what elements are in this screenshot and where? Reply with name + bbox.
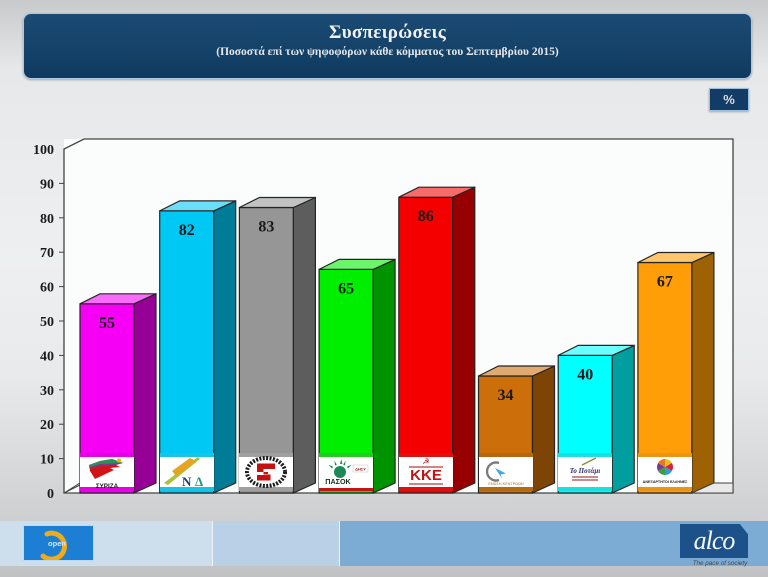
svg-text:20: 20 — [40, 418, 54, 433]
svg-text:65: 65 — [338, 280, 354, 297]
svg-text:90: 90 — [40, 177, 54, 192]
svg-text:67: 67 — [657, 274, 673, 291]
svg-text:55: 55 — [99, 315, 115, 332]
svg-text:40: 40 — [40, 349, 54, 364]
svg-text:86: 86 — [418, 208, 434, 225]
svg-text:50: 50 — [40, 315, 54, 330]
svg-text:ΑΝΕΞΑΡΤΗΤΟΙ ΕΛΛΗΝΕΣ: ΑΝΕΞΑΡΤΗΤΟΙ ΕΛΛΗΝΕΣ — [643, 480, 688, 484]
svg-text:0: 0 — [47, 487, 54, 502]
svg-text:10: 10 — [40, 453, 54, 468]
svg-text:60: 60 — [40, 281, 54, 296]
svg-text:82: 82 — [179, 222, 195, 239]
svg-text:80: 80 — [40, 212, 54, 227]
svg-text:34: 34 — [498, 387, 514, 404]
svg-text:70: 70 — [40, 246, 54, 261]
svg-text:ΣΥΡΙΖΑ: ΣΥΡΙΖΑ — [96, 483, 119, 490]
svg-text:40: 40 — [577, 366, 593, 383]
svg-text:ΕΝΩΣΗ ΚΕΝΤΡΩΩΝ: ΕΝΩΣΗ ΚΕΝΤΡΩΩΝ — [488, 482, 524, 486]
svg-text:30: 30 — [40, 384, 54, 399]
svg-text:ΔΗΣΥ: ΔΗΣΥ — [355, 467, 366, 472]
svg-text:☭: ☭ — [422, 457, 429, 466]
svg-text:ΚΚΕ: ΚΚΕ — [410, 467, 442, 484]
svg-text:Δ: Δ — [195, 474, 203, 489]
svg-text:100: 100 — [33, 143, 54, 158]
svg-text:Ν: Ν — [182, 474, 192, 489]
svg-text:open: open — [48, 539, 66, 548]
svg-text:ΠΑΣΟΚ: ΠΑΣΟΚ — [325, 477, 351, 486]
svg-text:Το Ποτάμι: Το Ποτάμι — [570, 467, 601, 475]
svg-text:83: 83 — [258, 219, 274, 236]
